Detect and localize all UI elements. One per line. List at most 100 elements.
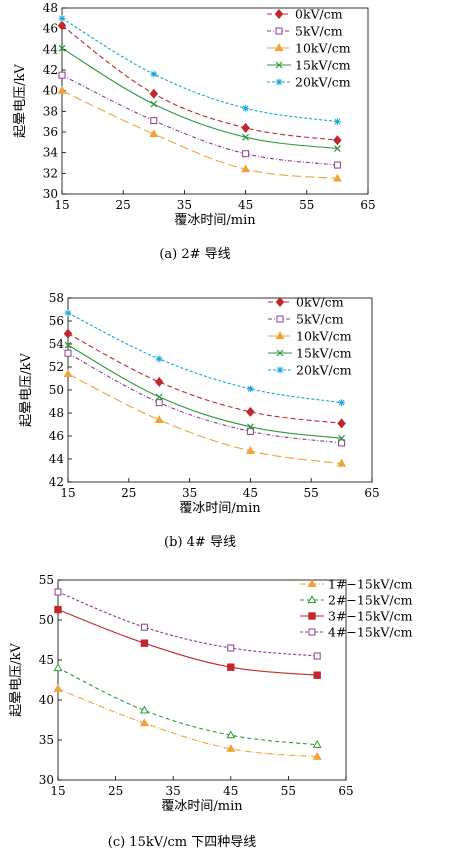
series-1 [63, 328, 346, 429]
legend-label: 0kV/cm [296, 295, 344, 310]
x-tick-label: 35 [166, 784, 181, 798]
data-point [64, 341, 72, 349]
series-line [57, 609, 318, 676]
legend-marker [274, 43, 284, 52]
data-point [338, 434, 346, 442]
data-point [139, 705, 149, 714]
series-line [61, 47, 338, 150]
data-point [227, 644, 235, 652]
data-point [333, 145, 341, 152]
data-point [337, 418, 346, 429]
y-tick-label: 50 [49, 383, 64, 397]
plot-frame [57, 579, 347, 781]
series-3 [54, 605, 321, 679]
data-point [54, 605, 62, 614]
legend-label: 20kV/cm [295, 75, 351, 90]
x-tick-label: 65 [338, 784, 353, 798]
data-point [58, 14, 66, 22]
x-tick-label: 15 [54, 198, 69, 212]
x-tick-label: 35 [182, 486, 197, 500]
data-point [337, 458, 347, 467]
legend-marker [274, 9, 284, 19]
data-point [242, 104, 249, 112]
legend-label: 4#−15kV/cm [328, 625, 413, 640]
data-point [312, 739, 322, 748]
y-tick-label: 36 [43, 125, 58, 139]
y-tick-label: 38 [43, 104, 58, 118]
y-axis-label: 起晕电压/kV [13, 64, 28, 138]
x-tick-label: 55 [281, 784, 296, 798]
data-point [53, 663, 63, 672]
series-4 [58, 44, 341, 152]
series-3 [57, 85, 342, 182]
series-line [67, 373, 342, 465]
y-tick-label: 45 [39, 653, 54, 667]
data-point [150, 117, 158, 125]
data-point [155, 393, 163, 401]
data-point [245, 446, 255, 455]
data-point [332, 173, 342, 182]
data-point [334, 118, 341, 126]
chart-panel-1: 15 25 35 45 55 65 30 32 34 36 38 40 42 44 46 48 覆冰时间/min… [13, 1, 376, 262]
x-tick-label: 45 [238, 198, 253, 212]
y-tick-label: 40 [43, 84, 58, 98]
series-line [67, 312, 342, 404]
series-line [61, 17, 338, 123]
series-4 [54, 588, 321, 660]
x-tick-label: 55 [304, 486, 319, 500]
x-tick-label: 45 [223, 784, 238, 798]
legend-label: 20kV/cm [296, 363, 352, 378]
series-4 [64, 341, 346, 442]
data-point [139, 718, 149, 727]
legend-label: 2#−15kV/cm [328, 593, 413, 608]
series-line [67, 352, 342, 444]
data-point [333, 135, 342, 146]
legend-marker [275, 27, 283, 35]
series-1 [53, 683, 322, 760]
x-tick-label: 65 [360, 198, 375, 212]
data-point [150, 70, 158, 78]
legend-label: 15kV/cm [295, 58, 351, 73]
y-tick-label: 55 [39, 573, 54, 587]
series-line [67, 344, 342, 439]
legend-label: 5kV/cm [296, 312, 344, 327]
y-tick-label: 30 [39, 773, 54, 787]
x-tick-label: 15 [60, 486, 75, 500]
series-2 [53, 663, 322, 748]
x-axis-label: 覆冰时间/min [161, 799, 243, 814]
series-line [61, 25, 338, 141]
data-point [338, 439, 346, 447]
data-point [246, 427, 254, 435]
legend-label: 5kV/cm [295, 24, 343, 39]
panel-caption: (a) 2# 导线 [159, 247, 230, 262]
x-tick-label: 55 [299, 198, 314, 212]
legend-marker [275, 331, 285, 340]
chart-panel-2: 15 25 35 45 55 65 42 44 46 48 50 52 54 56 58 覆冰时间/min 起晕… [19, 291, 380, 550]
data-point [140, 623, 148, 631]
legend-marker [275, 297, 285, 307]
legend-marker [276, 366, 284, 374]
y-axis-label: 起晕电压/kV [19, 353, 34, 427]
x-tick-label: 15 [50, 784, 65, 798]
y-tick-label: 48 [49, 406, 64, 420]
x-axis-label: 覆冰时间/min [174, 213, 256, 228]
y-tick-label: 54 [49, 337, 65, 351]
data-point [58, 44, 66, 52]
legend-label: 3#−15kV/cm [328, 609, 413, 624]
data-point [241, 164, 251, 173]
series-5 [64, 309, 345, 407]
legend-label: 10kV/cm [295, 41, 351, 56]
x-tick-label: 35 [177, 198, 192, 212]
data-point [58, 71, 66, 79]
data-point [154, 415, 164, 423]
x-tick-label: 25 [116, 198, 131, 212]
legend-label: 15kV/cm [296, 346, 352, 361]
y-tick-label: 44 [43, 42, 59, 56]
series-line [61, 74, 338, 166]
legend-label: 1#−15kV/cm [328, 577, 413, 592]
legend-marker [275, 61, 283, 69]
legend-label: 0kV/cm [295, 7, 343, 22]
panel-caption: (b) 4# 导线 [164, 535, 236, 550]
y-tick-label: 30 [43, 187, 58, 201]
